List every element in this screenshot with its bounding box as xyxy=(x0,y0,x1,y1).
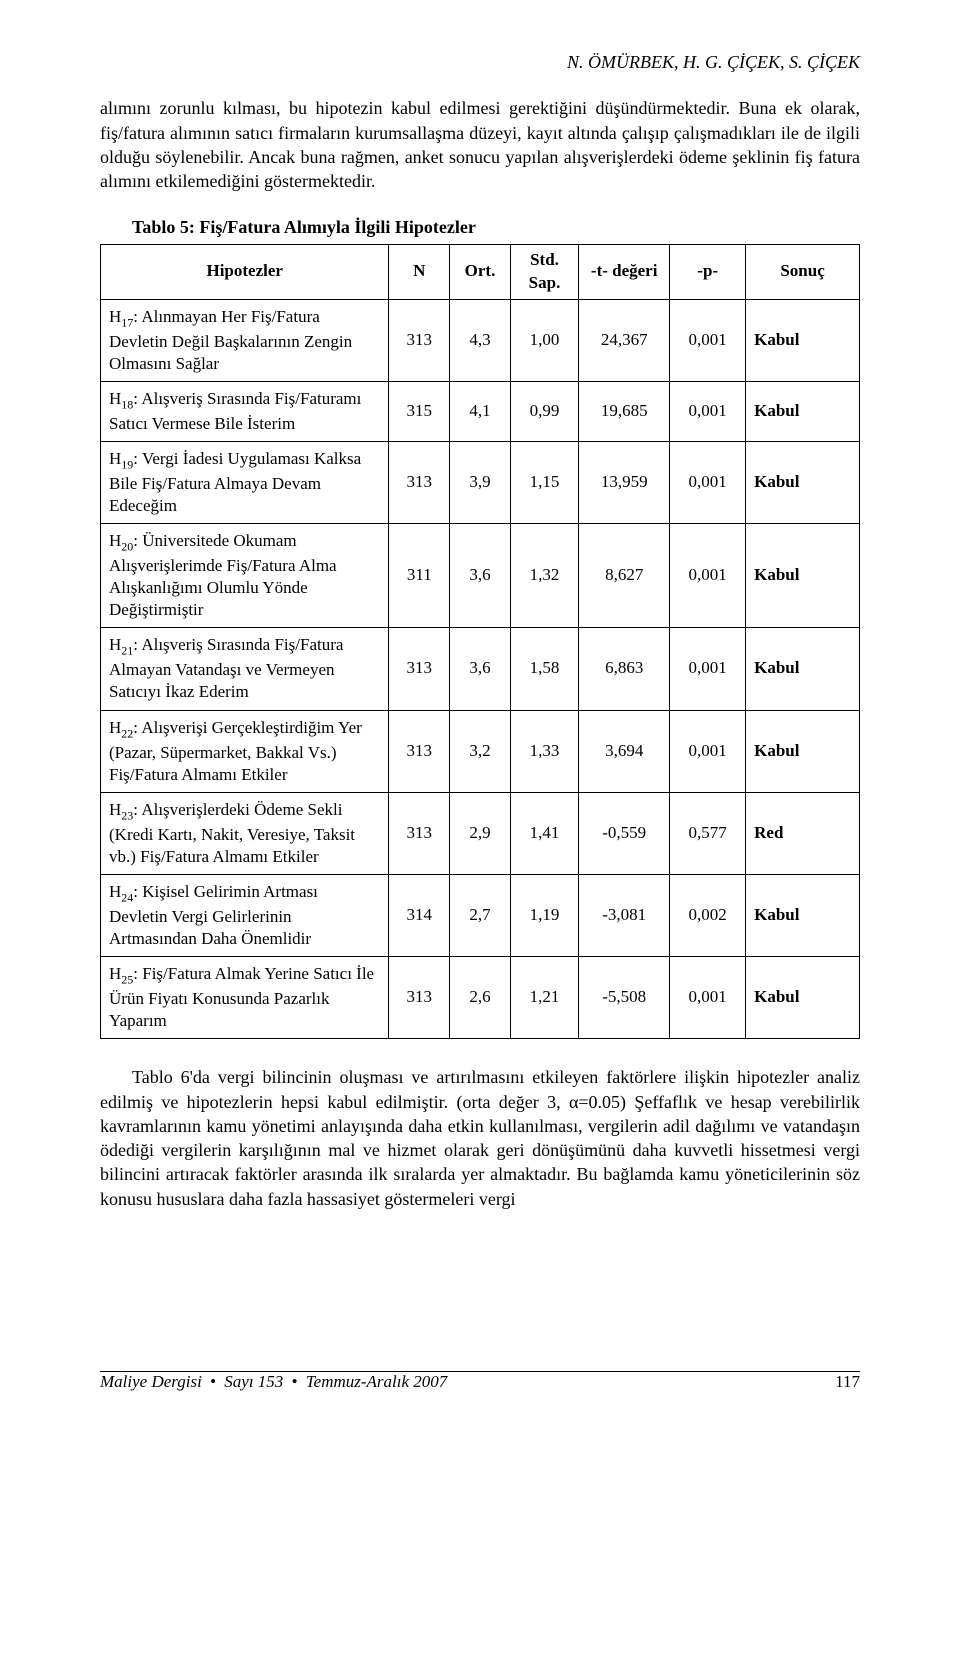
cell-result: Kabul xyxy=(746,874,860,956)
paragraph-outro: Tablo 6'da vergi bilincinin oluşması ve … xyxy=(100,1065,860,1211)
cell-n: 313 xyxy=(389,957,450,1039)
table-row: H17: Alınmayan Her Fiş/Fatura Devletin D… xyxy=(101,299,860,381)
cell-t: 13,959 xyxy=(579,441,670,523)
cell-t: 8,627 xyxy=(579,524,670,628)
th-std: Std. Sap. xyxy=(510,244,578,299)
cell-std: 1,19 xyxy=(510,874,578,956)
table-row: H22: Alışverişi Gerçekleştirdiğim Yer (P… xyxy=(101,710,860,792)
cell-t: 19,685 xyxy=(579,381,670,441)
cell-t: 3,694 xyxy=(579,710,670,792)
table-row: H19: Vergi İadesi Uygulaması Kalksa Bile… xyxy=(101,441,860,523)
cell-ort: 2,9 xyxy=(450,792,511,874)
th-p: -p- xyxy=(670,244,746,299)
cell-std: 1,21 xyxy=(510,957,578,1039)
cell-ort: 3,6 xyxy=(450,628,511,710)
hypothesis-description: H18: Alışveriş Sırasında Fiş/Faturamı Sa… xyxy=(101,381,389,441)
cell-result: Kabul xyxy=(746,957,860,1039)
cell-result: Kabul xyxy=(746,381,860,441)
cell-n: 313 xyxy=(389,441,450,523)
hypothesis-description: H23: Alışverişlerdeki Ödeme Sekli (Kredi… xyxy=(101,792,389,874)
cell-t: 6,863 xyxy=(579,628,670,710)
table-row: H24: Kişisel Gelirimin Artması Devletin … xyxy=(101,874,860,956)
cell-n: 311 xyxy=(389,524,450,628)
paragraph-intro: alımını zorunlu kılması, bu hipotezin ka… xyxy=(100,96,860,193)
cell-t: -0,559 xyxy=(579,792,670,874)
footer-bullet-2: • xyxy=(283,1372,305,1391)
cell-ort: 3,2 xyxy=(450,710,511,792)
cell-ort: 4,1 xyxy=(450,381,511,441)
th-t: -t- değeri xyxy=(579,244,670,299)
table-row: H21: Alışveriş Sırasında Fiş/Fatura Alma… xyxy=(101,628,860,710)
cell-p: 0,001 xyxy=(670,299,746,381)
th-sonuc: Sonuç xyxy=(746,244,860,299)
table-row: H18: Alışveriş Sırasında Fiş/Faturamı Sa… xyxy=(101,381,860,441)
cell-result: Kabul xyxy=(746,524,860,628)
hypotheses-table: Hipotezler N Ort. Std. Sap. -t- değeri -… xyxy=(100,244,860,1039)
cell-std: 0,99 xyxy=(510,381,578,441)
cell-p: 0,001 xyxy=(670,957,746,1039)
cell-ort: 2,7 xyxy=(450,874,511,956)
cell-result: Kabul xyxy=(746,628,860,710)
cell-ort: 2,6 xyxy=(450,957,511,1039)
cell-p: 0,001 xyxy=(670,710,746,792)
footer-journal: Maliye Dergisi xyxy=(100,1372,202,1391)
cell-result: Kabul xyxy=(746,441,860,523)
footer-date: Temmuz-Aralık 2007 xyxy=(306,1372,448,1391)
cell-p: 0,002 xyxy=(670,874,746,956)
table-row: H25: Fiş/Fatura Almak Yerine Satıcı İle … xyxy=(101,957,860,1039)
footer-bullet-1: • xyxy=(202,1372,224,1391)
table-title: Tablo 5: Fiş/Fatura Alımıyla İlgili Hipo… xyxy=(100,215,860,239)
cell-p: 0,577 xyxy=(670,792,746,874)
cell-n: 313 xyxy=(389,792,450,874)
cell-p: 0,001 xyxy=(670,381,746,441)
cell-p: 0,001 xyxy=(670,628,746,710)
table-row: H20: Üniversitede Okumam Alışverişlerimd… xyxy=(101,524,860,628)
cell-std: 1,00 xyxy=(510,299,578,381)
cell-p: 0,001 xyxy=(670,441,746,523)
cell-std: 1,32 xyxy=(510,524,578,628)
cell-std: 1,33 xyxy=(510,710,578,792)
cell-ort: 3,6 xyxy=(450,524,511,628)
cell-t: 24,367 xyxy=(579,299,670,381)
footer-page-number: 117 xyxy=(835,1371,860,1394)
page-footer: Maliye Dergisi • Sayı 153 • Temmuz-Aralı… xyxy=(100,1371,860,1394)
cell-t: -5,508 xyxy=(579,957,670,1039)
table-row: H23: Alışverişlerdeki Ödeme Sekli (Kredi… xyxy=(101,792,860,874)
hypothesis-description: H20: Üniversitede Okumam Alışverişlerimd… xyxy=(101,524,389,628)
cell-result: Kabul xyxy=(746,710,860,792)
cell-std: 1,15 xyxy=(510,441,578,523)
hypothesis-description: H22: Alışverişi Gerçekleştirdiğim Yer (P… xyxy=(101,710,389,792)
cell-std: 1,58 xyxy=(510,628,578,710)
cell-n: 314 xyxy=(389,874,450,956)
cell-result: Red xyxy=(746,792,860,874)
cell-n: 313 xyxy=(389,710,450,792)
hypothesis-description: H21: Alışveriş Sırasında Fiş/Fatura Alma… xyxy=(101,628,389,710)
th-hipotezler: Hipotezler xyxy=(101,244,389,299)
cell-t: -3,081 xyxy=(579,874,670,956)
cell-n: 313 xyxy=(389,299,450,381)
page-header-authors: N. ÖMÜRBEK, H. G. ÇİÇEK, S. ÇİÇEK xyxy=(100,50,860,74)
hypothesis-description: H17: Alınmayan Her Fiş/Fatura Devletin D… xyxy=(101,299,389,381)
hypothesis-description: H25: Fiş/Fatura Almak Yerine Satıcı İle … xyxy=(101,957,389,1039)
cell-n: 315 xyxy=(389,381,450,441)
cell-std: 1,41 xyxy=(510,792,578,874)
cell-ort: 4,3 xyxy=(450,299,511,381)
th-n: N xyxy=(389,244,450,299)
cell-n: 313 xyxy=(389,628,450,710)
hypothesis-description: H24: Kişisel Gelirimin Artması Devletin … xyxy=(101,874,389,956)
table-header-row: Hipotezler N Ort. Std. Sap. -t- değeri -… xyxy=(101,244,860,299)
cell-p: 0,001 xyxy=(670,524,746,628)
cell-result: Kabul xyxy=(746,299,860,381)
cell-ort: 3,9 xyxy=(450,441,511,523)
hypothesis-description: H19: Vergi İadesi Uygulaması Kalksa Bile… xyxy=(101,441,389,523)
th-ort: Ort. xyxy=(450,244,511,299)
footer-issue: Sayı 153 xyxy=(224,1372,283,1391)
footer-journal-info: Maliye Dergisi • Sayı 153 • Temmuz-Aralı… xyxy=(100,1371,447,1394)
